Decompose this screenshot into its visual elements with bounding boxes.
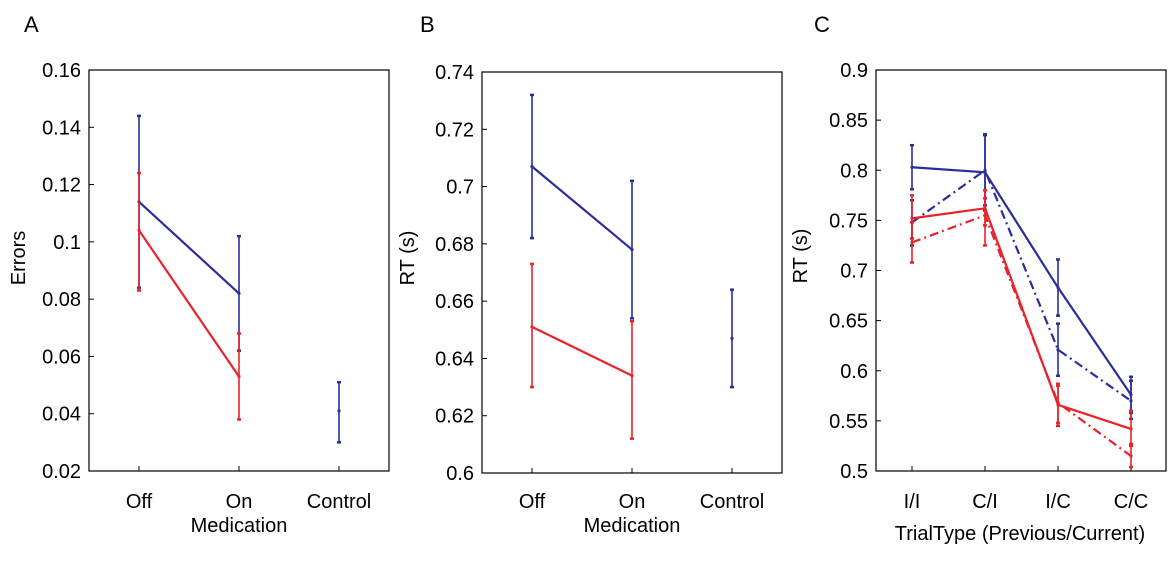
plot-a-series	[137, 114, 341, 444]
data-point	[910, 240, 914, 245]
series-line	[911, 166, 1132, 396]
y-tick-label: 0.04	[42, 404, 81, 426]
panel-label-c: C	[814, 12, 830, 37]
series-line	[911, 213, 1132, 457]
data-point	[983, 213, 987, 217]
data-point	[1056, 285, 1060, 290]
x-ticks-c: I/I C/I I/C C/C	[904, 466, 1148, 513]
data-point	[137, 228, 141, 232]
y-tick-label: 0.6	[446, 463, 474, 485]
y-tick-label: 0.16	[42, 60, 81, 82]
series-line	[531, 165, 633, 251]
plot-c-series	[910, 132, 1133, 469]
y-tick-label: 0.66	[435, 291, 474, 313]
data-point	[237, 291, 241, 296]
data-point	[237, 374, 241, 379]
x-tick-label: On	[619, 491, 646, 513]
y-tick-label: 0.62	[435, 406, 474, 428]
series-line	[138, 229, 240, 378]
y-tick-label: 0.6	[840, 361, 868, 383]
x-tick-label: C/I	[972, 491, 998, 513]
y-tick-label: 0.74	[435, 62, 474, 84]
y-tick-label: 0.65	[829, 311, 868, 333]
x-tick-label: I/C	[1045, 491, 1071, 513]
data-point	[983, 168, 987, 172]
y-tick-label: 0.12	[42, 175, 81, 197]
y-axis-label-c: RT (s)	[790, 229, 812, 284]
series-line	[531, 325, 633, 377]
data-point	[530, 164, 534, 169]
data-point	[730, 336, 734, 340]
series-line	[911, 168, 1132, 402]
y-ticks-a: 0.16 0.14 0.12 0.1 0.08 0.06 0.04 0.02	[42, 60, 94, 483]
x-axis-label-b: Medication	[584, 515, 681, 537]
panel-a: A 0.16 0.14 0.12 0.1 0.08 0.06 0.04 0.02 Off On C…	[8, 12, 390, 537]
y-tick-label: 0.9	[840, 60, 868, 82]
plot-b-series	[530, 93, 734, 440]
series-line	[138, 200, 240, 295]
y-ticks-c: 0.9 0.85 0.8 0.75 0.7 0.65 0.6 0.55 0.5	[829, 60, 881, 483]
x-tick-label: Control	[307, 491, 371, 513]
x-axis-label-c: TrialType (Previous/Current)	[895, 523, 1145, 545]
panel-b: B 0.74 0.72 0.7 0.68 0.66 0.64 0.62 0.6 Off On Co…	[397, 12, 783, 537]
y-tick-label: 0.75	[829, 210, 868, 232]
data-point	[910, 216, 914, 220]
data-point	[337, 409, 341, 413]
y-axis-label-b: RT (s)	[397, 231, 419, 286]
y-tick-label: 0.7	[840, 261, 868, 283]
series-line	[911, 207, 1132, 430]
data-point	[1056, 348, 1060, 352]
x-tick-label: Off	[519, 491, 546, 513]
data-point	[1129, 399, 1133, 403]
data-point	[630, 374, 634, 378]
y-tick-label: 0.68	[435, 234, 474, 256]
plot-area-c	[875, 69, 1167, 472]
data-point	[630, 247, 634, 252]
panel-label-a: A	[24, 12, 39, 37]
x-tick-label: Off	[126, 491, 153, 513]
y-tick-label: 0.7	[446, 177, 474, 199]
x-tick-label: C/C	[1114, 491, 1148, 513]
y-tick-label: 0.85	[829, 110, 868, 132]
data-point	[1129, 454, 1133, 458]
panel-label-b: B	[420, 12, 435, 37]
x-ticks-a: Off On Control	[126, 466, 371, 513]
y-tick-label: 0.1	[53, 232, 81, 254]
y-tick-label: 0.02	[42, 461, 81, 483]
x-axis-label-a: Medication	[191, 515, 288, 537]
x-tick-label: On	[226, 491, 253, 513]
y-tick-label: 0.06	[42, 346, 81, 368]
y-tick-label: 0.14	[42, 117, 81, 139]
x-ticks-b: Off On Control	[519, 468, 764, 513]
y-tick-label: 0.5	[840, 461, 868, 483]
y-ticks-b: 0.74 0.72 0.7 0.68 0.66 0.64 0.62 0.6	[435, 62, 487, 485]
data-point	[910, 165, 914, 169]
y-axis-label-a: Errors	[8, 231, 30, 285]
x-tick-label: I/I	[904, 491, 921, 513]
y-tick-label: 0.55	[829, 411, 868, 433]
y-tick-label: 0.08	[42, 289, 81, 311]
y-tick-label: 0.64	[435, 348, 474, 370]
y-tick-label: 0.72	[435, 119, 474, 141]
data-point	[1129, 427, 1133, 431]
data-point	[1056, 401, 1060, 405]
panel-c: C 0.9 0.85 0.8 0.75 0.7 0.65 0.6 0.55 0.5 I/I C/I…	[790, 12, 1167, 545]
y-tick-label: 0.8	[840, 160, 868, 182]
x-tick-label: Control	[700, 491, 764, 513]
data-point	[530, 325, 534, 329]
